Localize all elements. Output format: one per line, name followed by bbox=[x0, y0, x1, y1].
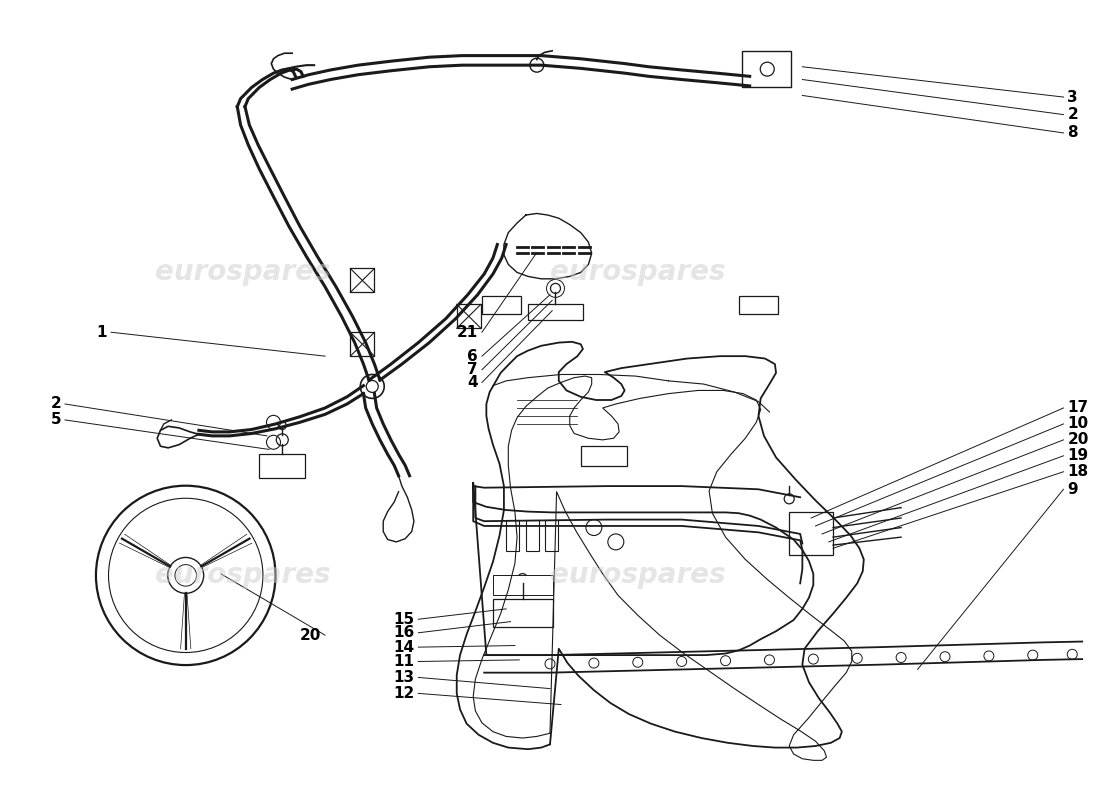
Text: eurospares: eurospares bbox=[155, 562, 330, 590]
Text: 7: 7 bbox=[468, 362, 478, 378]
Text: 14: 14 bbox=[393, 640, 415, 654]
Text: 6: 6 bbox=[468, 349, 478, 364]
Bar bbox=[350, 332, 374, 356]
Text: 13: 13 bbox=[393, 670, 415, 685]
Bar bbox=[482, 296, 521, 314]
Text: 18: 18 bbox=[1067, 464, 1089, 479]
Text: 17: 17 bbox=[1067, 401, 1089, 415]
Text: 2: 2 bbox=[51, 397, 60, 411]
Bar bbox=[742, 51, 791, 86]
Text: 19: 19 bbox=[1067, 448, 1089, 463]
Text: 9: 9 bbox=[1067, 482, 1078, 497]
Text: 3: 3 bbox=[1067, 90, 1078, 105]
Bar bbox=[526, 519, 539, 551]
Text: eurospares: eurospares bbox=[550, 258, 726, 286]
Bar bbox=[789, 512, 833, 555]
Bar bbox=[456, 304, 481, 328]
Text: 5: 5 bbox=[51, 413, 60, 427]
Bar bbox=[528, 304, 583, 320]
Text: 16: 16 bbox=[393, 626, 415, 640]
Text: 11: 11 bbox=[394, 654, 415, 669]
Bar bbox=[544, 519, 558, 551]
Text: 20: 20 bbox=[1067, 432, 1089, 447]
Bar bbox=[493, 599, 553, 627]
Text: eurospares: eurospares bbox=[155, 258, 330, 286]
Text: 21: 21 bbox=[456, 325, 478, 340]
Text: 1: 1 bbox=[97, 325, 107, 340]
Bar bbox=[506, 519, 519, 551]
Text: 4: 4 bbox=[468, 375, 478, 390]
Bar bbox=[493, 575, 553, 595]
Bar bbox=[739, 296, 778, 314]
Text: 15: 15 bbox=[393, 612, 415, 626]
Bar bbox=[581, 446, 627, 466]
Text: 2: 2 bbox=[1067, 107, 1078, 122]
Text: 20: 20 bbox=[299, 628, 321, 642]
Bar bbox=[350, 269, 374, 292]
Bar bbox=[260, 454, 306, 478]
Text: 10: 10 bbox=[1067, 417, 1089, 431]
Text: 12: 12 bbox=[393, 686, 415, 701]
Text: eurospares: eurospares bbox=[550, 562, 726, 590]
Text: 8: 8 bbox=[1067, 126, 1078, 141]
